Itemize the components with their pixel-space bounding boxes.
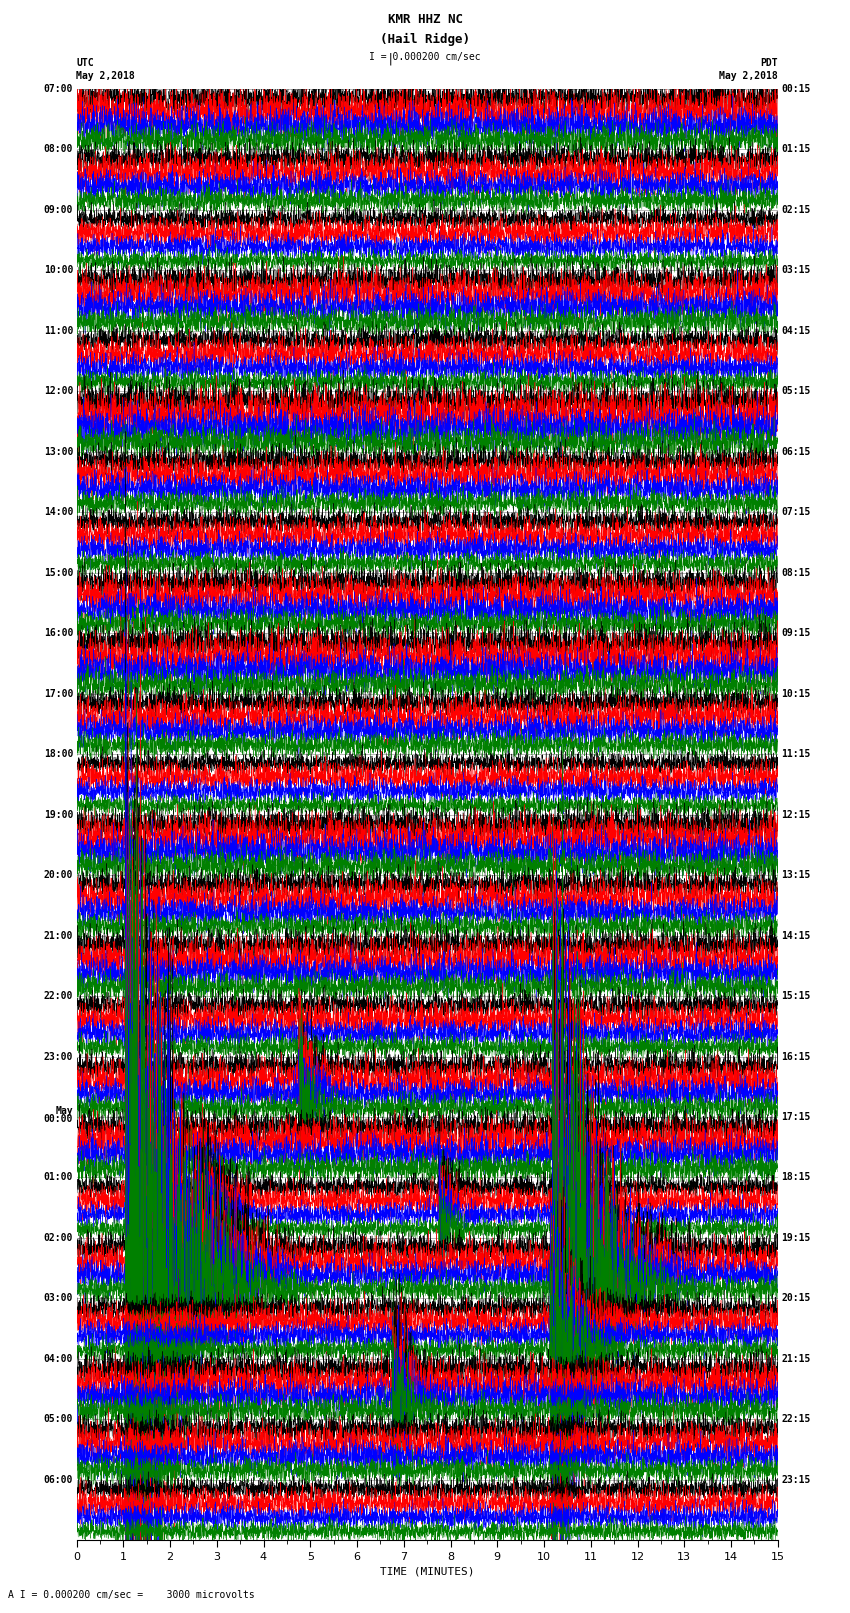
Text: 23:15: 23:15 [781,1474,811,1486]
Text: 09:15: 09:15 [781,627,811,639]
Text: 02:00: 02:00 [43,1232,73,1244]
Text: 17:15: 17:15 [781,1111,811,1123]
Text: 05:15: 05:15 [781,386,811,397]
Text: 21:15: 21:15 [781,1353,811,1365]
Text: 13:15: 13:15 [781,869,811,881]
Text: 03:00: 03:00 [43,1294,73,1303]
Text: 23:00: 23:00 [43,1052,73,1061]
Text: 15:00: 15:00 [43,568,73,577]
Text: 04:00: 04:00 [43,1353,73,1365]
Text: 19:00: 19:00 [43,810,73,819]
Text: 14:15: 14:15 [781,931,811,940]
Text: 20:15: 20:15 [781,1294,811,1303]
Text: 22:15: 22:15 [781,1415,811,1424]
Text: A I = 0.000200 cm/sec =    3000 microvolts: A I = 0.000200 cm/sec = 3000 microvolts [8,1590,255,1600]
Text: 15:15: 15:15 [781,990,811,1002]
Text: 00:00: 00:00 [43,1113,73,1124]
Text: 11:15: 11:15 [781,748,811,760]
Text: May: May [55,1105,73,1116]
Text: 05:00: 05:00 [43,1415,73,1424]
Text: |: | [388,52,394,65]
Text: 01:15: 01:15 [781,144,811,155]
Text: 10:15: 10:15 [781,689,811,698]
Text: 18:00: 18:00 [43,748,73,760]
Text: 09:00: 09:00 [43,205,73,215]
Text: PDT: PDT [760,58,778,68]
Text: 07:00: 07:00 [43,84,73,94]
Text: KMR HHZ NC: KMR HHZ NC [388,13,462,26]
Text: 06:00: 06:00 [43,1474,73,1486]
Text: 06:15: 06:15 [781,447,811,456]
Text: 08:15: 08:15 [781,568,811,577]
Text: 19:15: 19:15 [781,1232,811,1244]
Text: 10:00: 10:00 [43,265,73,276]
Text: (Hail Ridge): (Hail Ridge) [380,32,470,45]
Text: 17:00: 17:00 [43,689,73,698]
Text: 16:15: 16:15 [781,1052,811,1061]
Text: 20:00: 20:00 [43,869,73,881]
Text: 18:15: 18:15 [781,1173,811,1182]
Text: 16:00: 16:00 [43,627,73,639]
X-axis label: TIME (MINUTES): TIME (MINUTES) [380,1566,474,1576]
Text: May 2,2018: May 2,2018 [76,71,135,81]
Text: 22:00: 22:00 [43,990,73,1002]
Text: May 2,2018: May 2,2018 [719,71,778,81]
Text: 14:00: 14:00 [43,506,73,518]
Text: 04:15: 04:15 [781,326,811,336]
Text: 01:00: 01:00 [43,1173,73,1182]
Text: 03:15: 03:15 [781,265,811,276]
Text: 12:15: 12:15 [781,810,811,819]
Text: 12:00: 12:00 [43,386,73,397]
Text: 00:15: 00:15 [781,84,811,94]
Text: 08:00: 08:00 [43,144,73,155]
Text: 11:00: 11:00 [43,326,73,336]
Text: 13:00: 13:00 [43,447,73,456]
Text: UTC: UTC [76,58,94,68]
Text: I = 0.000200 cm/sec: I = 0.000200 cm/sec [369,52,481,61]
Text: 02:15: 02:15 [781,205,811,215]
Text: 07:15: 07:15 [781,506,811,518]
Text: 21:00: 21:00 [43,931,73,940]
